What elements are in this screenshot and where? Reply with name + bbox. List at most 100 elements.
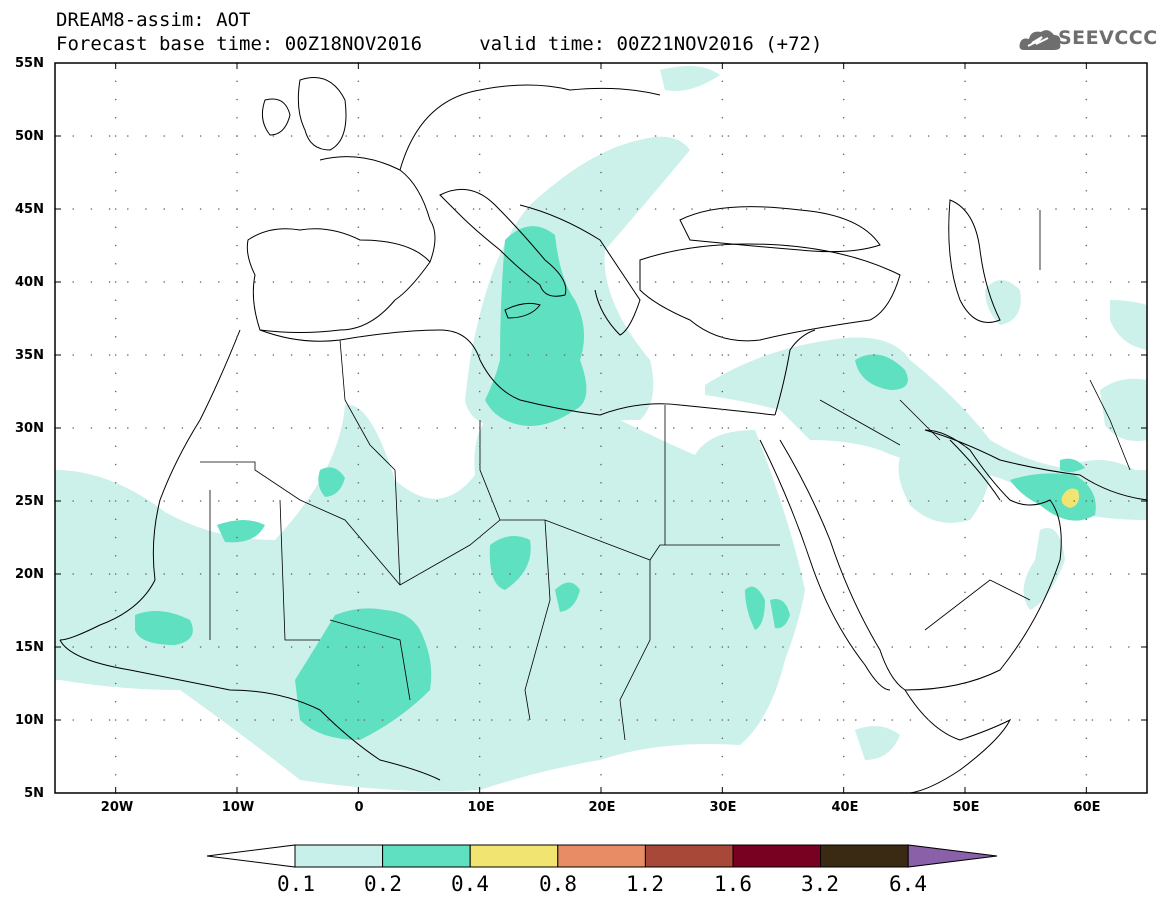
graticule-dot [527, 354, 529, 356]
graticule-dot [478, 737, 481, 740]
graticule-dot [818, 500, 821, 502]
lat-label: 5N [24, 786, 44, 801]
graticule-dot [509, 573, 511, 575]
graticule-dot [964, 390, 966, 393]
graticule-dot [982, 354, 984, 356]
graticule-dot [927, 427, 930, 429]
graticule-dot [1073, 500, 1075, 502]
graticule-dot [114, 664, 117, 667]
graticule-dot [72, 646, 74, 648]
graticule-dot [199, 719, 202, 721]
graticule-dot [600, 755, 602, 758]
graticule-dot [381, 719, 384, 721]
graticule-dot [290, 573, 293, 575]
graticule-dot [600, 609, 602, 612]
graticule-dot [764, 135, 766, 137]
graticule-dot [145, 208, 147, 210]
graticule-dot [709, 135, 711, 137]
graticule-dot [721, 481, 724, 484]
graticule-dot [709, 208, 711, 210]
graticule-dot [600, 463, 602, 466]
graticule-dot [709, 500, 711, 502]
graticule-dot [272, 573, 275, 575]
graticule-dot [357, 518, 360, 521]
graticule-dot [381, 646, 384, 648]
graticule-dot [600, 354, 602, 356]
graticule-dot [545, 719, 548, 721]
graticule-dot [357, 737, 360, 740]
graticule-dot [1091, 646, 1094, 648]
graticule-dot [909, 354, 912, 356]
graticule-dot [654, 135, 657, 137]
graticule-dot [782, 646, 784, 648]
graticule-dot [236, 536, 238, 539]
colorbar-swatch [732, 844, 822, 868]
graticule-dot [582, 646, 584, 648]
graticule-dot [145, 646, 147, 648]
graticule-dot [545, 135, 548, 137]
graticule-dot [114, 463, 117, 466]
graticule-dot [478, 646, 481, 648]
graticule-dot [114, 646, 117, 648]
graticule-dot [357, 591, 360, 594]
colorbar-label: 0.2 [364, 872, 402, 896]
graticule-dot [1037, 719, 1039, 721]
map-title: DREAM8-assim: AOT [56, 9, 251, 31]
graticule-dot [946, 719, 948, 721]
graticule-dot [691, 281, 693, 283]
graticule-dot [218, 646, 220, 648]
graticule-dot [1000, 354, 1003, 356]
graticule-dot [236, 390, 238, 393]
graticule-dot [600, 281, 602, 283]
lon-label: 0 [354, 800, 364, 815]
graticule-dot [418, 719, 420, 721]
graticule-dot [108, 573, 111, 575]
graticule-dot [478, 135, 481, 137]
graticule-dot [721, 627, 724, 630]
graticule-dot [363, 281, 366, 283]
graticule-dot [982, 719, 984, 721]
graticule-dot [357, 335, 360, 338]
graticule-dot [1085, 244, 1088, 247]
graticule-dot [357, 481, 360, 484]
graticule-dot [618, 208, 620, 210]
graticule-dot [491, 135, 493, 137]
graticule-dot [764, 646, 766, 648]
graticule-dot [345, 281, 348, 283]
graticule-dot [114, 481, 117, 484]
graticule-dot [1055, 500, 1057, 502]
graticule-dot [509, 646, 511, 648]
graticule-dot [1085, 262, 1088, 265]
graticule-dot [1018, 427, 1021, 429]
graticule-dot [1073, 135, 1075, 137]
graticule-dot [1018, 135, 1021, 137]
graticule-dot [72, 281, 74, 283]
graticule-dot [600, 445, 602, 448]
graticule-dot [357, 554, 360, 557]
graticule-dot [709, 281, 711, 283]
graticule-dot [721, 372, 724, 375]
graticule-dot [842, 500, 845, 502]
graticule-dot [1085, 408, 1088, 411]
graticule-dot [327, 427, 329, 429]
graticule-dot [891, 135, 893, 137]
graticule-dot [491, 354, 493, 356]
graticule-dot [272, 354, 275, 356]
graticule-dot [509, 354, 511, 356]
graticule-dot [236, 354, 238, 356]
graticule-dot [842, 299, 845, 302]
graticule-dot [721, 98, 724, 101]
graticule-dot [654, 646, 657, 648]
graticule-dot [309, 427, 311, 429]
graticule-dot [1073, 719, 1075, 721]
graticule-dot [721, 682, 724, 685]
graticule-dot [1091, 500, 1094, 502]
graticule-dot [290, 135, 293, 137]
graticule-dot [673, 427, 675, 429]
graticule-dot [491, 281, 493, 283]
graticule-dot [563, 208, 566, 210]
graticule-dot [818, 427, 821, 429]
graticule-dot [691, 646, 693, 648]
graticule-dot [114, 244, 117, 247]
graticule-dot [673, 208, 675, 210]
